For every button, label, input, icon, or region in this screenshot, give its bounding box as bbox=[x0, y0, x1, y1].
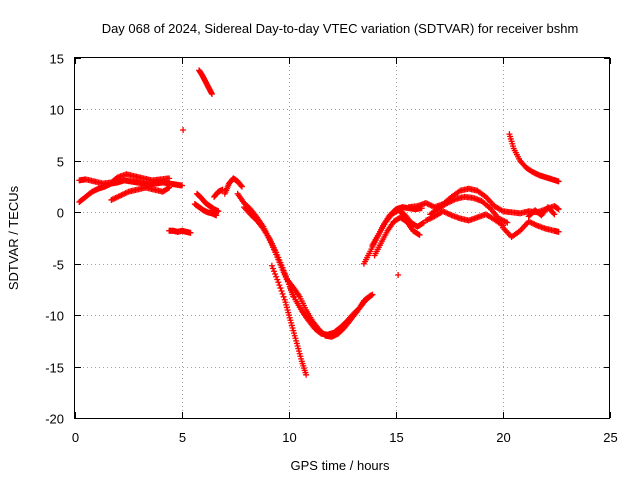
grid-lines bbox=[75, 58, 610, 418]
plot-frame bbox=[74, 57, 610, 419]
data-points bbox=[76, 67, 562, 378]
x-tick-label: 5 bbox=[179, 430, 186, 445]
data-point bbox=[550, 210, 557, 217]
data-point bbox=[238, 182, 245, 189]
data-point bbox=[272, 271, 279, 277]
data-point bbox=[504, 219, 511, 226]
series-track-13 bbox=[268, 262, 310, 378]
data-point bbox=[276, 282, 283, 289]
y-tick-label: 5 bbox=[57, 155, 64, 170]
data-point bbox=[395, 272, 402, 279]
x-tick-label: 0 bbox=[72, 430, 79, 445]
data-point bbox=[551, 211, 558, 218]
series-track-4 bbox=[166, 227, 194, 236]
series-track-8 bbox=[191, 201, 220, 219]
data-point bbox=[165, 185, 172, 192]
data-point bbox=[273, 273, 280, 280]
data-point bbox=[555, 206, 562, 213]
data-point bbox=[416, 231, 423, 238]
data-point bbox=[279, 264, 286, 271]
data-point bbox=[179, 182, 185, 189]
series-track-3 bbox=[108, 184, 173, 203]
x-tick-label: 25 bbox=[603, 430, 617, 445]
series-track-23 bbox=[506, 131, 562, 185]
y-tick-label: 15 bbox=[50, 52, 64, 67]
y-tick-label: 0 bbox=[57, 206, 64, 221]
series-track-9 bbox=[211, 186, 226, 200]
x-axis-label: GPS time / hours bbox=[291, 458, 390, 473]
data-point bbox=[166, 175, 173, 182]
data-point bbox=[277, 285, 284, 292]
data-point bbox=[215, 208, 222, 215]
data-point bbox=[238, 183, 245, 190]
data-point bbox=[208, 91, 215, 97]
y-axis-label: SDTVAR / TECUs bbox=[6, 185, 21, 290]
series-track-5 bbox=[180, 127, 187, 133]
data-point bbox=[278, 287, 285, 294]
series-track-14 bbox=[283, 276, 374, 340]
series-track-17 bbox=[371, 214, 423, 259]
data-point bbox=[281, 270, 288, 277]
data-point bbox=[279, 290, 286, 297]
data-point bbox=[274, 276, 281, 283]
axis-ticks: 0 5 10 15 20 25 15 10 5 0 -5 -10 -15 -20 bbox=[45, 52, 618, 446]
series-track-2 bbox=[76, 171, 173, 187]
data-point bbox=[415, 231, 422, 238]
series-track-7 bbox=[193, 190, 222, 215]
chart-title: Day 068 of 2024, Sidereal Day-to-day VTE… bbox=[102, 21, 579, 36]
data-point bbox=[282, 273, 289, 280]
x-tick-label: 20 bbox=[496, 430, 510, 445]
data-point bbox=[303, 371, 310, 378]
data-point bbox=[187, 229, 194, 236]
data-point bbox=[419, 220, 426, 227]
data-point bbox=[166, 184, 173, 191]
y-tick-label: -20 bbox=[45, 412, 64, 427]
series-track-22 bbox=[500, 218, 562, 240]
data-point bbox=[180, 127, 187, 133]
y-tick-label: -10 bbox=[45, 309, 64, 324]
series-track-1 bbox=[76, 177, 185, 205]
series-track-10 bbox=[221, 175, 245, 197]
y-tick-label: -5 bbox=[52, 258, 64, 273]
data-point bbox=[555, 228, 562, 235]
data-point bbox=[268, 262, 275, 269]
y-tick-label: -15 bbox=[45, 361, 64, 376]
series-track-21 bbox=[422, 208, 506, 229]
data-point bbox=[280, 293, 287, 300]
data-point bbox=[275, 279, 282, 286]
data-point bbox=[271, 268, 278, 275]
data-point bbox=[367, 292, 374, 299]
data-point bbox=[269, 265, 276, 272]
data-point bbox=[213, 212, 220, 219]
series-track-24 bbox=[525, 204, 558, 220]
data-point bbox=[555, 178, 562, 185]
x-tick-label: 10 bbox=[282, 430, 296, 445]
data-point bbox=[280, 267, 287, 274]
series-track-6 bbox=[196, 67, 215, 97]
series-track-18 bbox=[395, 272, 402, 279]
x-tick-label: 15 bbox=[389, 430, 403, 445]
data-point bbox=[366, 293, 373, 300]
series-track-16 bbox=[369, 207, 427, 249]
y-tick-label: 10 bbox=[50, 103, 64, 118]
